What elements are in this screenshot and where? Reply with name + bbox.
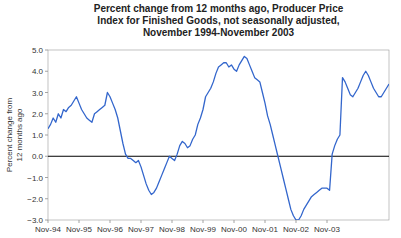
x-tick [234, 220, 235, 223]
chart: Percent change from 12 months ago, Produ… [0, 0, 401, 238]
x-tick-label: Nov-98 [159, 225, 185, 234]
x-tick [110, 220, 111, 223]
x-tick-label: Nov-97 [128, 225, 154, 234]
x-tick-label: Nov-96 [97, 225, 123, 234]
x-tick-label: Nov-02 [283, 225, 309, 234]
y-tick-label: −2.0 [27, 195, 43, 204]
y-axis-label: Percent change from12 months ago [5, 98, 24, 173]
x-tick-label: Nov-03 [314, 225, 340, 234]
x-tick [296, 220, 297, 223]
x-tick [79, 220, 80, 223]
x-tick [48, 220, 49, 223]
y-tick [45, 156, 48, 157]
y-tick [45, 92, 48, 93]
y-tick-label: −1.0 [27, 174, 43, 183]
y-tick [45, 198, 48, 199]
plot-area [48, 56, 389, 220]
line [48, 56, 389, 220]
y-tick [45, 50, 48, 51]
x-tick-label: Nov-01 [252, 225, 278, 234]
y-tick [45, 177, 48, 178]
y-tick [45, 113, 48, 114]
plot-frame [48, 50, 389, 220]
x-tick [141, 220, 142, 223]
y-tick-label: −3.0 [27, 216, 43, 225]
y-tick-label: 1.0 [32, 131, 44, 140]
x-tick-label: Nov-00 [221, 225, 247, 234]
y-tick [45, 71, 48, 72]
x-tick [172, 220, 173, 223]
y-tick-label: 4.0 [32, 67, 44, 76]
x-tick [203, 220, 204, 223]
x-tick-label: Nov-95 [66, 225, 92, 234]
x-tick [265, 220, 266, 223]
y-tick [45, 135, 48, 136]
x-tick [327, 220, 328, 223]
y-tick-label: 5.0 [32, 46, 44, 55]
y-tick [45, 220, 48, 221]
y-tick-label: 3.0 [32, 89, 44, 98]
title: Percent change from 12 months ago, Produ… [94, 3, 344, 38]
zero-line [48, 156, 389, 157]
y-tick-label: 0.0 [32, 152, 44, 161]
y-tick-label: 2.0 [32, 110, 44, 119]
x-tick-label: Nov-99 [190, 225, 216, 234]
x-tick-label: Nov-94 [35, 225, 61, 234]
